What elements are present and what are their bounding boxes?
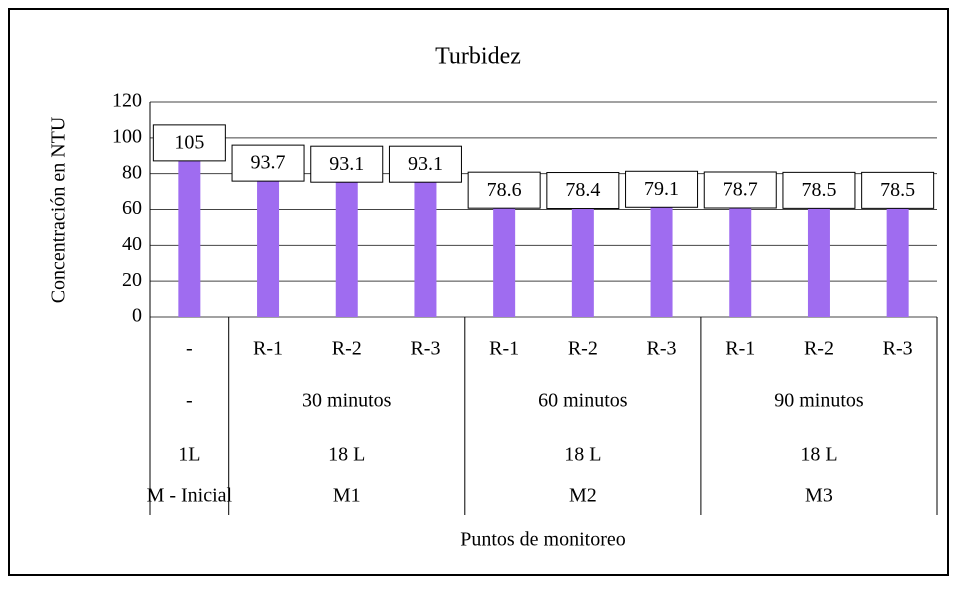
bar <box>335 150 358 317</box>
x-tick-label: - <box>186 390 193 412</box>
x-tick-label: R-1 <box>253 338 283 360</box>
y-tick-label: 80 <box>122 161 142 183</box>
chart-title: Turbidez <box>435 44 521 70</box>
x-tick-label: R-1 <box>489 338 519 360</box>
x-tick-label: - <box>186 338 193 360</box>
x-tick-label: 18 L <box>800 444 837 466</box>
data-label-box <box>467 171 541 209</box>
data-label-box <box>703 171 777 209</box>
data-label: 78.6 <box>487 179 522 201</box>
data-label: 79.1 <box>644 178 679 200</box>
data-label: 93.7 <box>251 152 286 174</box>
data-label: 105 <box>174 131 204 153</box>
data-label-box <box>782 171 856 209</box>
data-label-box <box>231 144 305 182</box>
x-tick-label: R-3 <box>647 338 677 360</box>
y-tick-label: 60 <box>122 197 142 219</box>
data-label-box <box>388 145 462 183</box>
bar <box>571 176 594 317</box>
x-tick-label: 30 minutos <box>302 390 392 412</box>
x-tick-label: 1L <box>178 444 200 466</box>
y-tick-label: 40 <box>122 233 142 255</box>
x-tick-label: R-1 <box>725 338 755 360</box>
x-tick-label: R-2 <box>568 338 598 360</box>
bar <box>807 176 830 317</box>
y-tick-label: 120 <box>112 90 142 112</box>
x-axis-label: Puntos de monitoreo <box>460 529 626 551</box>
data-label: 78.4 <box>565 179 600 201</box>
x-tick-label: 90 minutos <box>774 390 864 412</box>
bar <box>493 176 516 317</box>
bar <box>414 150 437 317</box>
bar <box>886 176 909 317</box>
data-label: 78.7 <box>723 179 758 201</box>
bar <box>650 175 673 317</box>
data-label: 93.1 <box>408 153 443 175</box>
data-label-box <box>152 124 226 162</box>
x-tick-label: 18 L <box>328 444 365 466</box>
data-label-box <box>625 170 699 208</box>
x-tick-label: R-3 <box>883 338 913 360</box>
y-axis-label: Concentración en NTU <box>48 116 70 303</box>
x-tick-label: M2 <box>569 485 597 507</box>
data-label-box <box>861 171 935 209</box>
y-tick-label: 20 <box>122 269 142 291</box>
x-tick-label: M1 <box>333 485 361 507</box>
x-tick-label: R-2 <box>804 338 834 360</box>
y-tick-label: 0 <box>132 305 142 327</box>
data-label-box <box>310 145 384 183</box>
data-label: 78.5 <box>880 179 915 201</box>
bar <box>257 149 280 317</box>
x-tick-label: M - Inicial <box>147 485 233 507</box>
x-tick-label: R-3 <box>410 338 440 360</box>
data-label-box <box>546 172 620 210</box>
y-tick-label: 100 <box>112 125 142 147</box>
x-tick-label: M3 <box>805 485 833 507</box>
bar <box>729 175 752 317</box>
chart-border <box>8 8 949 576</box>
x-tick-label: 60 minutos <box>538 390 628 412</box>
data-label: 78.5 <box>801 179 836 201</box>
x-tick-label: R-2 <box>332 338 362 360</box>
bar <box>178 128 201 317</box>
data-label: 93.1 <box>329 153 364 175</box>
x-tick-label: 18 L <box>564 444 601 466</box>
